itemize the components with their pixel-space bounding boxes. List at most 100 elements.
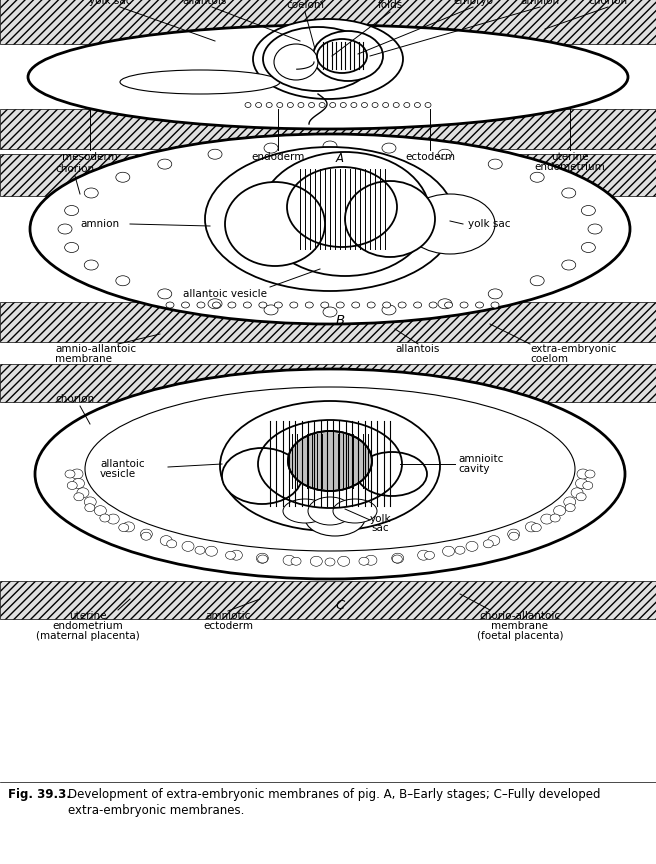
- Ellipse shape: [325, 558, 335, 566]
- Ellipse shape: [256, 103, 262, 107]
- Ellipse shape: [30, 134, 630, 324]
- Text: amnion: amnion: [520, 0, 560, 6]
- Ellipse shape: [357, 452, 427, 496]
- Text: endometrium: endometrium: [52, 621, 123, 631]
- Ellipse shape: [588, 224, 602, 234]
- Ellipse shape: [466, 542, 478, 551]
- Ellipse shape: [550, 514, 560, 522]
- Ellipse shape: [158, 159, 172, 169]
- Ellipse shape: [488, 289, 502, 299]
- Ellipse shape: [541, 514, 553, 524]
- Ellipse shape: [305, 500, 365, 536]
- Ellipse shape: [313, 31, 383, 81]
- Ellipse shape: [243, 302, 251, 308]
- Ellipse shape: [65, 470, 75, 478]
- Ellipse shape: [253, 19, 403, 99]
- Ellipse shape: [182, 542, 194, 551]
- Ellipse shape: [323, 307, 337, 317]
- Ellipse shape: [530, 172, 544, 182]
- Ellipse shape: [565, 504, 575, 511]
- Ellipse shape: [84, 188, 98, 198]
- Ellipse shape: [305, 302, 314, 308]
- Ellipse shape: [404, 103, 410, 107]
- Ellipse shape: [581, 243, 596, 252]
- Ellipse shape: [382, 305, 396, 314]
- Ellipse shape: [140, 529, 152, 539]
- Ellipse shape: [259, 302, 267, 308]
- Ellipse shape: [488, 536, 500, 545]
- Text: sac: sac: [371, 523, 389, 533]
- Ellipse shape: [116, 276, 130, 286]
- Text: Fig. 39.3.: Fig. 39.3.: [8, 788, 71, 801]
- Ellipse shape: [418, 550, 430, 560]
- Ellipse shape: [85, 387, 575, 551]
- Text: chorio-allantoic: chorio-allantoic: [480, 611, 561, 621]
- Ellipse shape: [283, 556, 295, 565]
- Text: extra-embryonic: extra-embryonic: [262, 0, 348, 2]
- Ellipse shape: [119, 524, 129, 531]
- Ellipse shape: [205, 546, 218, 556]
- Text: amnion: amnion: [80, 219, 119, 229]
- Ellipse shape: [222, 448, 302, 504]
- Ellipse shape: [438, 149, 452, 159]
- Ellipse shape: [424, 551, 434, 559]
- Text: amniotic: amniotic: [205, 611, 251, 621]
- Ellipse shape: [160, 536, 173, 545]
- Ellipse shape: [393, 103, 400, 107]
- Text: (foetal placenta): (foetal placenta): [477, 631, 564, 641]
- Ellipse shape: [287, 103, 293, 107]
- Ellipse shape: [491, 302, 499, 308]
- Ellipse shape: [205, 147, 455, 291]
- Text: amnioitc: amnioitc: [458, 454, 503, 464]
- Ellipse shape: [445, 302, 453, 308]
- Ellipse shape: [576, 492, 586, 501]
- Ellipse shape: [562, 260, 576, 270]
- Ellipse shape: [443, 546, 455, 556]
- Ellipse shape: [274, 44, 318, 80]
- Ellipse shape: [230, 550, 242, 560]
- Ellipse shape: [429, 302, 437, 308]
- Ellipse shape: [405, 194, 495, 254]
- Ellipse shape: [340, 103, 346, 107]
- Ellipse shape: [71, 469, 83, 479]
- Ellipse shape: [94, 505, 106, 516]
- Ellipse shape: [460, 302, 468, 308]
- Text: yolk sac: yolk sac: [468, 219, 510, 229]
- Text: B: B: [335, 314, 344, 327]
- Ellipse shape: [476, 302, 483, 308]
- Ellipse shape: [308, 103, 314, 107]
- Text: coelom: coelom: [286, 0, 324, 10]
- Text: extra-embryonic: extra-embryonic: [530, 344, 617, 354]
- Ellipse shape: [226, 551, 236, 559]
- Text: yolk sac: yolk sac: [89, 0, 131, 6]
- Ellipse shape: [367, 302, 375, 308]
- Text: endometrium: endometrium: [535, 162, 605, 172]
- Text: allantois: allantois: [183, 0, 227, 6]
- Text: (maternal placenta): (maternal placenta): [36, 631, 140, 641]
- Ellipse shape: [372, 103, 378, 107]
- Ellipse shape: [256, 553, 268, 563]
- Text: folds: folds: [377, 0, 403, 10]
- Ellipse shape: [290, 302, 298, 308]
- Ellipse shape: [264, 305, 278, 314]
- Ellipse shape: [298, 103, 304, 107]
- Ellipse shape: [84, 260, 98, 270]
- Text: A: A: [336, 152, 344, 165]
- Text: mesoderm: mesoderm: [62, 152, 118, 162]
- Ellipse shape: [277, 103, 283, 107]
- Ellipse shape: [571, 488, 583, 498]
- Ellipse shape: [562, 188, 576, 198]
- Ellipse shape: [525, 522, 537, 532]
- Text: cavity: cavity: [458, 464, 489, 474]
- Text: ectoderm: ectoderm: [203, 621, 253, 631]
- Ellipse shape: [508, 529, 520, 539]
- Ellipse shape: [321, 302, 329, 308]
- Ellipse shape: [100, 514, 110, 522]
- Ellipse shape: [35, 369, 625, 579]
- Ellipse shape: [28, 25, 628, 129]
- Text: membrane: membrane: [491, 621, 548, 631]
- Ellipse shape: [195, 546, 205, 554]
- Text: yolk: yolk: [369, 514, 391, 524]
- Ellipse shape: [85, 504, 94, 511]
- Ellipse shape: [208, 299, 222, 308]
